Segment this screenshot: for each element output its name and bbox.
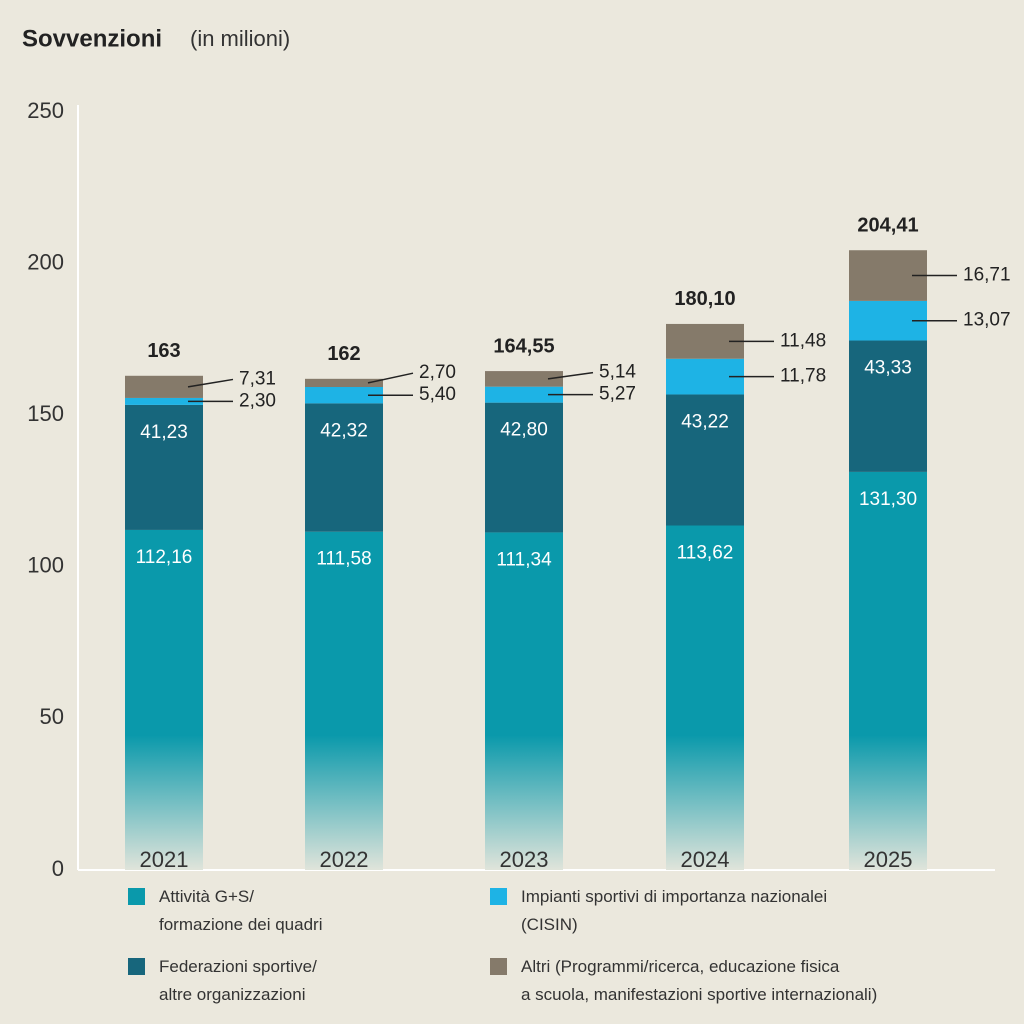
value-label: 13,07 xyxy=(963,310,1011,331)
bar-fade xyxy=(125,735,203,870)
value-label: 112,16 xyxy=(136,547,193,568)
leader-line xyxy=(367,372,414,384)
value-label: 43,33 xyxy=(864,358,912,379)
legend-item: Federazioni sportive/ altre organizzazio… xyxy=(128,953,317,1009)
x-tick-label: 2024 xyxy=(681,847,730,872)
legend-label: Federazioni sportive/ altre organizzazio… xyxy=(159,957,317,1004)
value-label: 11,78 xyxy=(780,366,826,387)
bar-fade xyxy=(485,735,563,870)
bar-segment xyxy=(305,378,383,388)
y-tick-label: 100 xyxy=(27,553,64,578)
total-label: 164,55 xyxy=(493,335,554,357)
x-tick-label: 2021 xyxy=(140,847,189,872)
legend-label: Attività G+S/ formazione dei quadri xyxy=(159,887,323,934)
value-label: 42,80 xyxy=(500,420,548,441)
bar-segment xyxy=(485,371,563,387)
value-label: 16,71 xyxy=(963,265,1011,286)
y-tick-label: 200 xyxy=(27,249,64,274)
value-label: 2,30 xyxy=(239,390,276,411)
x-tick-label: 2025 xyxy=(864,847,913,872)
leader-line xyxy=(547,371,594,380)
y-tick-label: 50 xyxy=(40,704,64,729)
value-label: 113,62 xyxy=(677,543,734,564)
value-label: 42,32 xyxy=(320,420,368,441)
legend-swatch xyxy=(490,958,507,975)
bar-fade xyxy=(305,735,383,870)
leader-line xyxy=(187,378,234,388)
y-tick-label: 250 xyxy=(27,98,64,123)
legend-swatch xyxy=(128,888,145,905)
x-tick-label: 2022 xyxy=(320,847,369,872)
value-label: 5,27 xyxy=(599,384,636,405)
value-label: 111,34 xyxy=(496,549,552,570)
bar-segment xyxy=(305,387,383,404)
bar-segment xyxy=(305,403,383,532)
value-label: 5,14 xyxy=(599,362,636,383)
chart-title: Sovvenzioni xyxy=(22,25,162,52)
value-label: 131,30 xyxy=(859,489,917,510)
legend-label: Altri (Programmi/ricerca, educazione fis… xyxy=(521,957,878,1004)
legend-item: Altri (Programmi/ricerca, educazione fis… xyxy=(490,953,877,1009)
legend-swatch xyxy=(128,958,145,975)
total-label: 180,10 xyxy=(674,288,735,310)
value-label: 5,40 xyxy=(419,384,456,405)
y-tick-label: 0 xyxy=(52,856,64,881)
total-label: 162 xyxy=(327,343,360,365)
value-label: 41,23 xyxy=(140,422,188,443)
total-label: 204,41 xyxy=(857,215,918,237)
total-label: 163 xyxy=(147,340,180,362)
bar-segment xyxy=(485,402,563,533)
value-label: 43,22 xyxy=(681,411,729,432)
bar-segment xyxy=(125,404,203,530)
legend-item: Impianti sportivi di importanza nazional… xyxy=(490,883,827,939)
bar-segment xyxy=(125,375,203,398)
legend-label: Impianti sportivi di importanza nazional… xyxy=(521,887,828,934)
bar-segment xyxy=(849,340,927,472)
legend-item: Attività G+S/ formazione dei quadri xyxy=(128,883,322,939)
y-tick-label: 150 xyxy=(27,401,64,426)
value-label: 2,70 xyxy=(419,362,456,383)
value-label: 111,58 xyxy=(316,549,371,570)
bar-segment xyxy=(125,397,203,405)
bar-segment xyxy=(485,386,563,403)
value-label: 11,48 xyxy=(780,330,826,351)
bar-segment xyxy=(666,394,744,526)
bar-fade xyxy=(849,735,927,870)
legend-swatch xyxy=(490,888,507,905)
chart-subtitle: (in milioni) xyxy=(190,26,290,51)
value-label: 7,31 xyxy=(239,368,276,389)
x-tick-label: 2023 xyxy=(500,847,549,872)
bar-fade xyxy=(666,735,744,870)
